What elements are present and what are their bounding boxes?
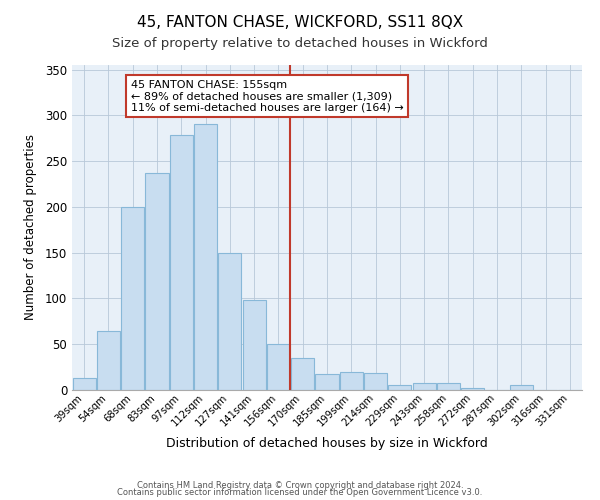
Text: Contains public sector information licensed under the Open Government Licence v3: Contains public sector information licen… xyxy=(118,488,482,497)
Bar xyxy=(73,378,95,390)
Bar xyxy=(97,332,120,390)
Bar xyxy=(267,344,290,390)
Bar xyxy=(145,173,169,390)
Bar xyxy=(242,300,266,390)
Bar xyxy=(218,252,241,390)
Text: Contains HM Land Registry data © Crown copyright and database right 2024.: Contains HM Land Registry data © Crown c… xyxy=(137,480,463,490)
Text: 45 FANTON CHASE: 155sqm
← 89% of detached houses are smaller (1,309)
11% of semi: 45 FANTON CHASE: 155sqm ← 89% of detache… xyxy=(131,80,403,113)
Text: 45, FANTON CHASE, WICKFORD, SS11 8QX: 45, FANTON CHASE, WICKFORD, SS11 8QX xyxy=(137,15,463,30)
Bar xyxy=(170,136,193,390)
Bar xyxy=(413,382,436,390)
Bar xyxy=(461,388,484,390)
Bar xyxy=(510,386,533,390)
Text: Size of property relative to detached houses in Wickford: Size of property relative to detached ho… xyxy=(112,38,488,51)
Bar xyxy=(194,124,217,390)
X-axis label: Distribution of detached houses by size in Wickford: Distribution of detached houses by size … xyxy=(166,436,488,450)
Bar xyxy=(340,372,363,390)
Bar xyxy=(121,207,144,390)
Y-axis label: Number of detached properties: Number of detached properties xyxy=(23,134,37,320)
Bar xyxy=(437,382,460,390)
Bar xyxy=(388,386,412,390)
Bar xyxy=(364,372,387,390)
Bar xyxy=(316,374,338,390)
Bar xyxy=(291,358,314,390)
